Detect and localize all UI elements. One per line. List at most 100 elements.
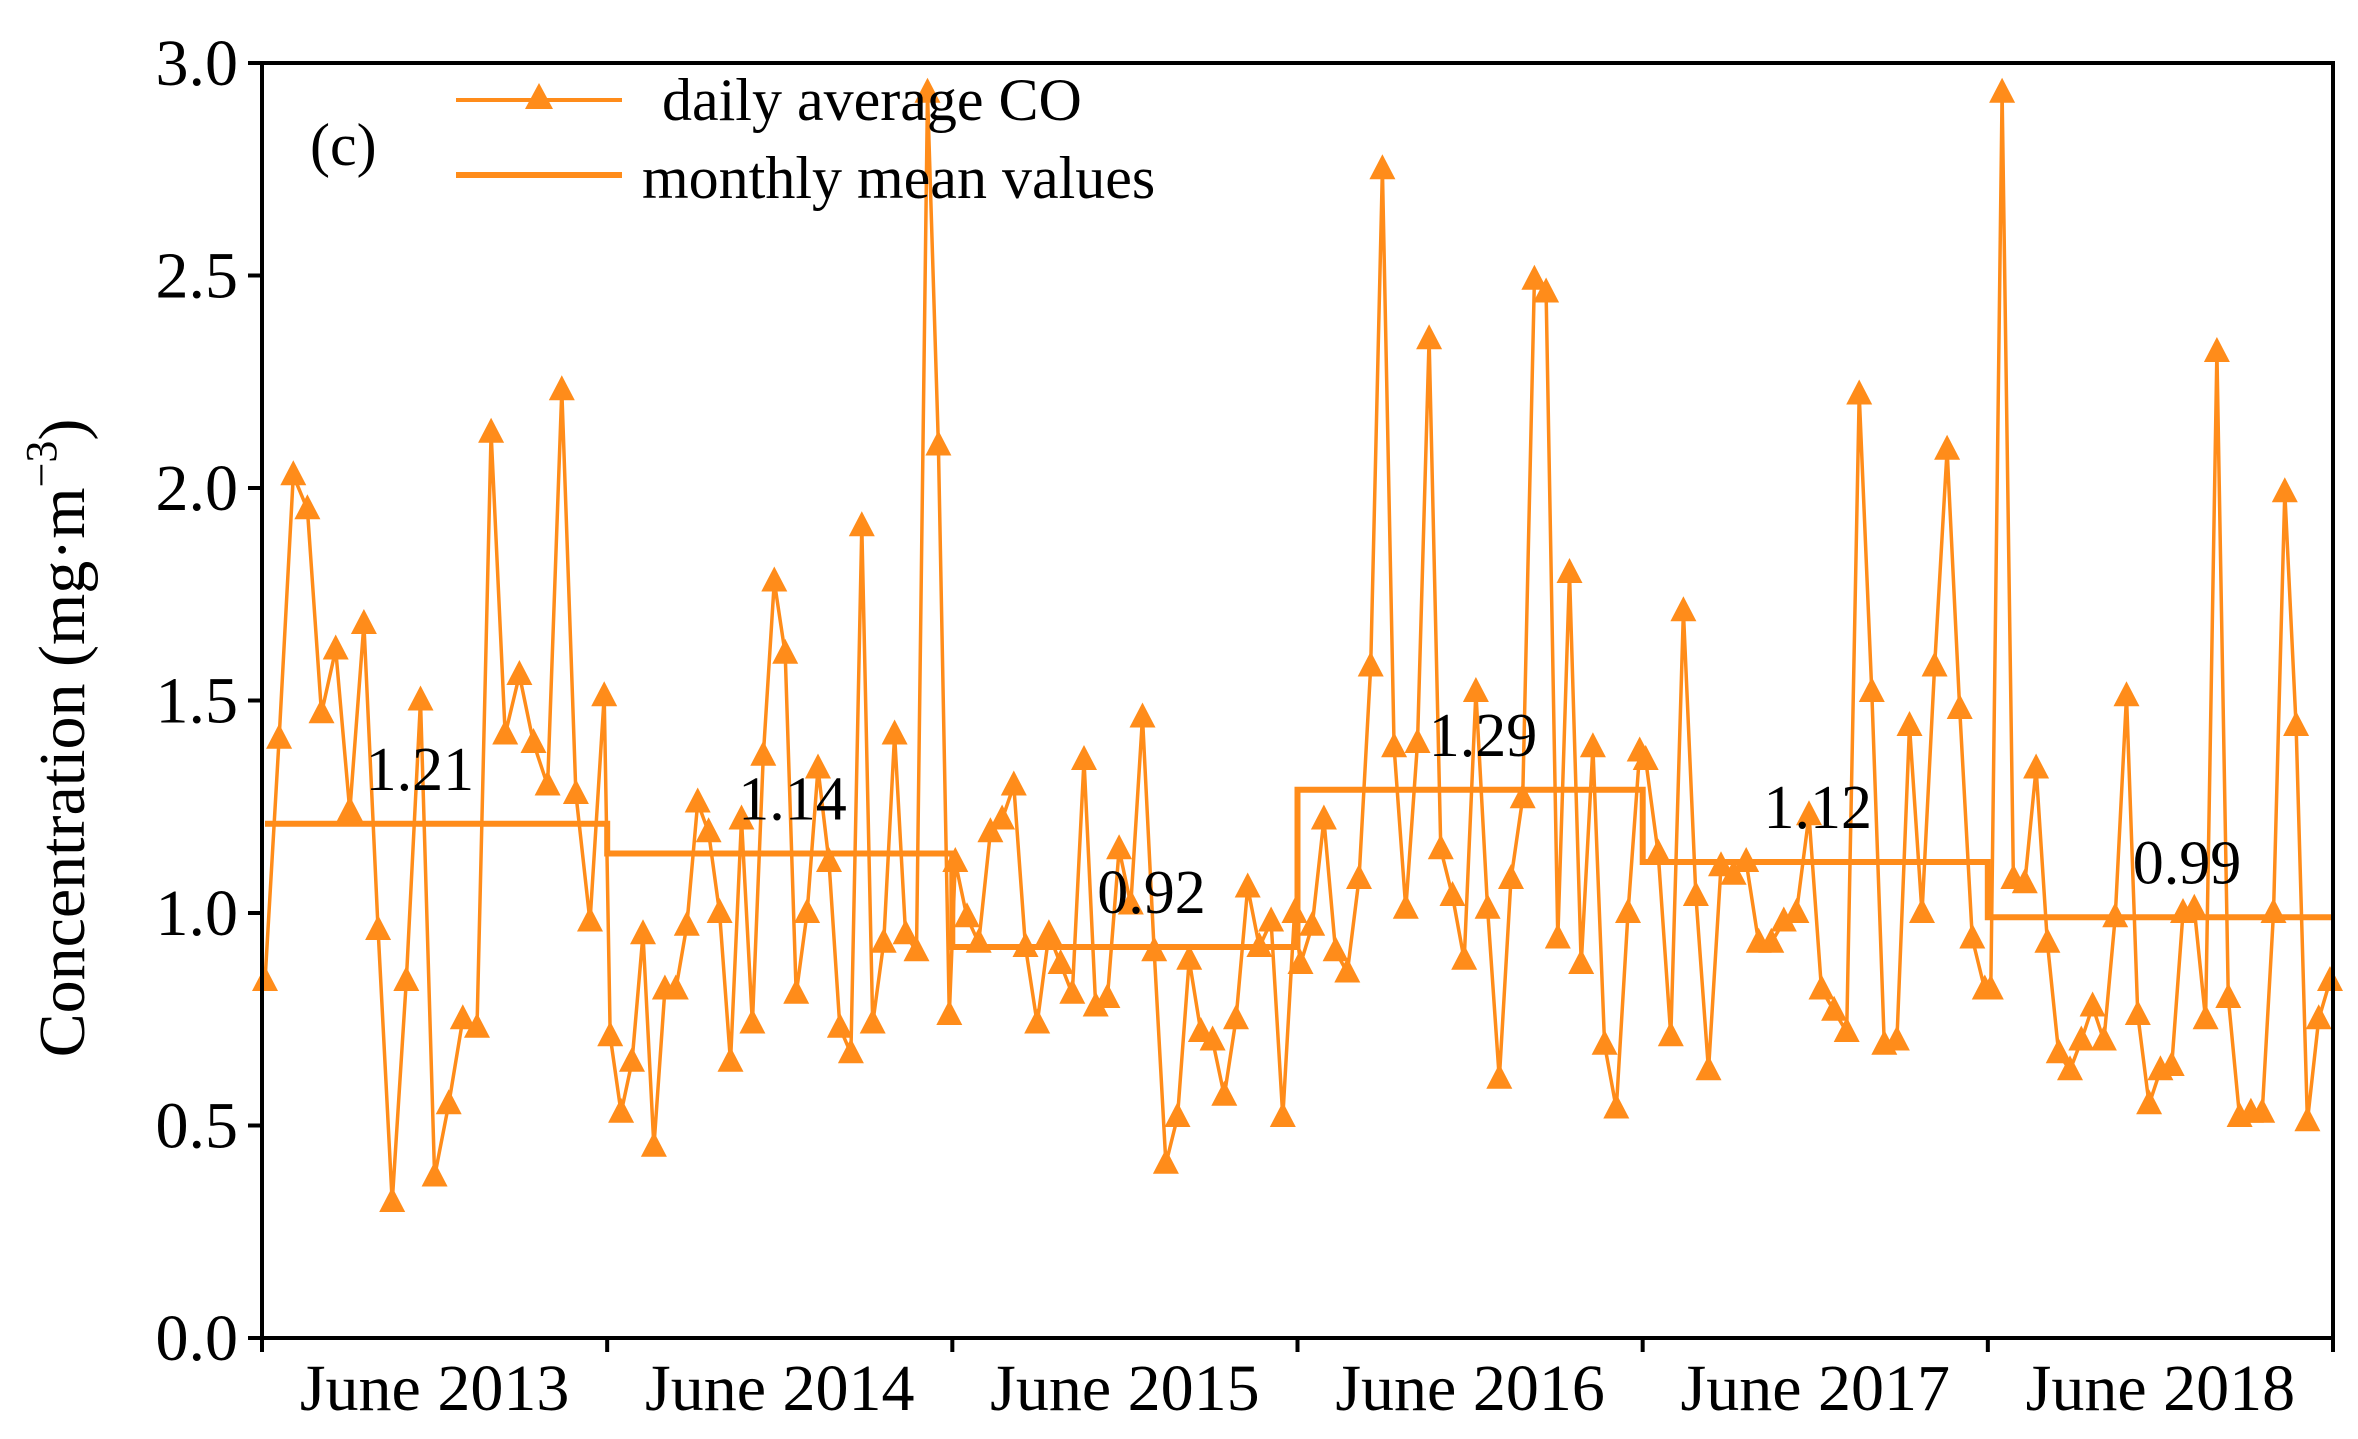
- daily-point-marker: [1059, 978, 1086, 1004]
- daily-point-marker: [407, 685, 434, 711]
- daily-point-marker: [1603, 1093, 1630, 1119]
- daily-point-marker: [1720, 859, 1747, 885]
- y-axis-title: Concentration (mg·m−3): [17, 419, 99, 1058]
- daily-point-marker: [365, 915, 392, 940]
- daily-point-marker: [1334, 957, 1361, 983]
- daily-point-marker: [252, 966, 278, 991]
- daily-point-marker: [870, 927, 897, 953]
- daily-point-marker: [2079, 991, 2106, 1017]
- daily-point-marker: [1498, 864, 1524, 889]
- daily-point-marker: [662, 974, 689, 1000]
- daily-point-marker: [1733, 847, 1760, 872]
- daily-point-marker: [2057, 1055, 2083, 1081]
- daily-point-marker: [1299, 910, 1326, 936]
- daily-point-marker: [1176, 944, 1203, 970]
- daily-point-marker: [619, 1046, 645, 1072]
- daily-point-marker: [1758, 927, 1785, 953]
- daily-point-marker: [520, 728, 547, 753]
- daily-point-marker: [534, 770, 561, 796]
- daily-point-marker: [1357, 651, 1384, 677]
- daily-point-marker: [449, 1004, 476, 1030]
- daily-point-marker: [2023, 753, 2050, 779]
- daily-point-marker: [673, 910, 700, 936]
- daily-series-layer: [252, 77, 2343, 1212]
- daily-point-marker: [1071, 745, 1097, 770]
- daily-point-marker: [1211, 1080, 1238, 1106]
- daily-point-marker: [1474, 893, 1501, 919]
- x-period-label: June 2017: [1681, 1352, 1950, 1425]
- daily-point-marker: [2260, 898, 2287, 923]
- daily-point-marker: [1117, 889, 1144, 915]
- daily-point-marker: [1695, 1055, 1722, 1081]
- daily-point-marker: [1544, 923, 1571, 949]
- x-period-label: June 2016: [1335, 1352, 1604, 1425]
- x-period-label: June 2015: [990, 1352, 1259, 1425]
- mean-value-annotation: 1.21: [366, 736, 475, 804]
- legend-triangle-marker: [525, 83, 553, 109]
- daily-point-marker: [393, 966, 420, 991]
- y-axis-title-exponent: −3: [17, 441, 66, 488]
- daily-point-marker: [1682, 881, 1709, 906]
- daily-point-marker: [2271, 477, 2298, 503]
- y-tick-label: 2.0: [156, 452, 239, 525]
- daily-point-marker: [1896, 711, 1923, 736]
- daily-point-marker: [1199, 1025, 1226, 1051]
- legend-label-daily: daily average CO: [662, 67, 1082, 133]
- daily-point-marker: [336, 796, 363, 821]
- daily-point-marker: [1369, 154, 1396, 180]
- daily-point-marker: [1796, 800, 1822, 826]
- daily-point-marker: [936, 1000, 963, 1025]
- daily-point-marker: [435, 1089, 462, 1115]
- daily-point-marker: [640, 1131, 667, 1157]
- daily-point-marker: [506, 660, 533, 685]
- daily-point-marker: [1129, 702, 1156, 728]
- daily-point-marker: [925, 430, 952, 456]
- daily-point-marker: [728, 804, 755, 830]
- y-axis-title-close: ): [26, 419, 99, 441]
- daily-point-marker: [1322, 936, 1349, 962]
- daily-point-marker: [2158, 1051, 2185, 1076]
- daily-point-marker: [1164, 1102, 1191, 1127]
- daily-point-marker: [2317, 966, 2343, 991]
- daily-point-marker: [1141, 936, 1168, 962]
- daily-point-marker: [1846, 379, 1873, 405]
- daily-point-marker: [837, 1038, 864, 1064]
- daily-point-marker: [350, 609, 377, 634]
- daily-point-marker: [816, 847, 842, 872]
- daily-point-marker: [1579, 732, 1606, 758]
- daily-point-marker: [1269, 1102, 1296, 1127]
- daily-point-marker: [739, 1008, 766, 1034]
- daily-point-marker: [1439, 881, 1466, 906]
- daily-point-marker: [1615, 898, 1641, 923]
- daily-point-marker: [1346, 864, 1372, 889]
- daily-point-marker: [2136, 1089, 2163, 1115]
- daily-point-marker: [826, 1012, 853, 1038]
- daily-point-marker: [1509, 783, 1536, 809]
- daily-point-marker: [1246, 932, 1273, 957]
- daily-point-marker: [1909, 898, 1935, 923]
- daily-series-line: [263, 91, 2332, 1204]
- daily-point-marker: [2090, 1025, 2117, 1051]
- daily-point-marker: [597, 1021, 624, 1047]
- daily-point-marker: [2181, 893, 2208, 919]
- daily-point-marker: [1234, 872, 1261, 898]
- daily-point-marker: [1833, 1017, 1860, 1042]
- daily-point-marker: [2283, 711, 2310, 736]
- daily-point-marker: [1223, 1004, 1249, 1030]
- daily-point-marker: [977, 817, 1004, 843]
- mean-value-annotation: 0.92: [1097, 859, 1206, 927]
- axes-layer: 0.0 0.5 1.0 1.5 2.0 2.5 3.0 June 2013 June 2014 J…: [156, 27, 2335, 1425]
- daily-point-marker: [562, 779, 589, 804]
- y-tick-label: 1.5: [156, 665, 239, 738]
- y-tick-label: 0.5: [156, 1090, 239, 1163]
- daily-point-marker: [308, 698, 335, 724]
- x-period-label: June 2014: [645, 1352, 914, 1425]
- mean-annotation-layer: 1.21 1.14 0.92 1.29 1.12 0.99: [366, 702, 2242, 927]
- y-axis-title-main: Concentration (mg·m: [26, 487, 99, 1057]
- daily-point-marker: [1921, 651, 1948, 677]
- daily-point-marker: [464, 1012, 490, 1038]
- daily-point-marker: [1404, 728, 1431, 753]
- daily-point-marker: [1000, 770, 1027, 796]
- daily-point-marker: [630, 919, 656, 945]
- daily-point-marker: [2102, 902, 2129, 928]
